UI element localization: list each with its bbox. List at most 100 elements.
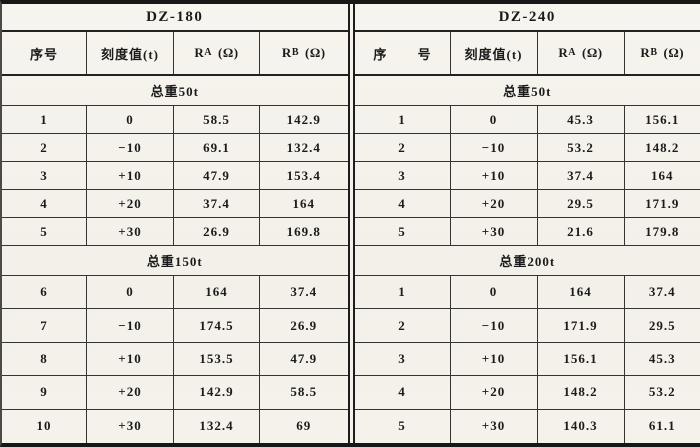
cell-serial: 4	[355, 376, 451, 409]
col-header-ra: R A (Ω)	[538, 32, 625, 74]
cell-serial: 5	[355, 218, 451, 245]
rb-unit: (Ω)	[663, 45, 685, 60]
table-row: 2 −10 53.2 148.2	[354, 134, 700, 162]
table-dz240: DZ-240 序 号 刻度值(t) R A (Ω) R B (Ω) 总重50t 1 0 …	[354, 4, 700, 443]
cell-scale: +30	[451, 409, 538, 443]
cell-ra: 37.4	[174, 190, 260, 217]
cell-rb: 47.9	[290, 350, 318, 366]
cell-rb: 153.4	[286, 167, 321, 183]
cell-scale: +20	[87, 190, 174, 217]
cell-serial: 1	[2, 106, 87, 133]
table-row: 3 +10 47.9 153.4	[2, 162, 348, 190]
cell-rb: 142.9	[286, 111, 321, 127]
cell-scale: 0	[451, 106, 538, 133]
rb-symbol: R	[281, 45, 292, 60]
table-title: DZ-240	[354, 4, 700, 32]
table-row: 10 +30 132.4 69	[2, 409, 348, 443]
cell-rb: 132.4	[286, 139, 321, 155]
table-row: 5 +30 26.9 169.8	[2, 218, 348, 246]
cell-ra: 164	[174, 276, 260, 309]
table-title-label: DZ-240	[498, 8, 556, 25]
col-header-rb: R B (Ω)	[640, 45, 685, 60]
cell-serial: 2	[355, 309, 451, 342]
cell-serial: 3	[355, 162, 451, 189]
table-row: 1 0 58.5 142.9	[2, 106, 348, 134]
table-row: 4 +20 29.5 171.9	[354, 190, 700, 218]
cell-scale: +10	[451, 342, 538, 376]
cell-rb: 164	[651, 167, 674, 183]
cell-ra: 45.3	[538, 106, 625, 133]
col-header-scale: 刻度值(t)	[87, 32, 174, 74]
cell-ra: 140.3	[538, 409, 625, 443]
cell-scale: 0	[87, 276, 174, 309]
cell-scale: −10	[451, 309, 538, 342]
cell-rb: 26.9	[290, 317, 318, 333]
cell-scale: +10	[451, 162, 538, 189]
cell-scale: −10	[87, 309, 174, 342]
cell-ra: 47.9	[174, 162, 260, 189]
cell-ra: 153.5	[174, 342, 260, 376]
cell-scale: +20	[451, 190, 538, 217]
group-header: 总重200t	[354, 246, 700, 276]
cell-rb: 148.2	[645, 139, 680, 155]
col-header-serial: 序号	[2, 32, 87, 74]
cell-serial: 5	[2, 218, 87, 245]
cell-scale: +10	[87, 162, 174, 189]
cell-rb: 69	[296, 418, 312, 434]
ra-unit: (Ω)	[582, 45, 603, 60]
cell-ra: 53.2	[538, 134, 625, 161]
cell-serial: 5	[355, 409, 451, 443]
group-header: 总重50t	[2, 76, 348, 106]
cell-rb: 156.1	[645, 111, 680, 127]
col-header-serial: 序 号	[355, 32, 451, 74]
table-title: DZ-180	[2, 4, 348, 32]
table-row: 1 0 164 37.4	[354, 276, 700, 310]
cell-rb: 179.8	[645, 223, 680, 239]
cell-serial: 8	[2, 342, 87, 376]
cell-serial: 6	[2, 276, 87, 309]
cell-rb: 37.4	[290, 284, 318, 300]
cell-rb: 29.5	[648, 317, 676, 333]
cell-scale: +30	[87, 409, 174, 443]
center-double-rule	[347, 4, 355, 443]
cell-rb: 53.2	[648, 384, 676, 400]
cell-scale: +10	[87, 342, 174, 376]
table-row: 3 +10 37.4 164	[354, 162, 700, 190]
cell-serial: 1	[355, 276, 451, 309]
cell-serial: 2	[2, 134, 87, 161]
cell-scale: +20	[451, 376, 538, 409]
cell-scale: −10	[87, 134, 174, 161]
cell-scale: +30	[451, 218, 538, 245]
cell-serial: 10	[2, 409, 87, 443]
col-header-rb: R B (Ω)	[281, 45, 326, 60]
cell-scale: +30	[87, 218, 174, 245]
table-row: 7 −10 174.5 26.9	[2, 309, 348, 343]
cell-rb: 58.5	[290, 384, 318, 400]
cell-rb: 169.8	[286, 223, 321, 239]
table-row: 2 −10 69.1 132.4	[2, 134, 348, 162]
cell-ra: 156.1	[538, 342, 625, 376]
cell-scale: +20	[87, 376, 174, 409]
cell-ra: 58.5	[174, 106, 260, 133]
ra-unit: (Ω)	[218, 45, 239, 60]
cell-serial: 4	[355, 190, 451, 217]
cell-rb: 61.1	[648, 418, 676, 434]
group-header: 总重150t	[2, 246, 348, 276]
cell-ra: 174.5	[174, 309, 260, 342]
cell-rb: 45.3	[648, 350, 676, 366]
table-row: 5 +30 21.6 179.8	[354, 218, 700, 246]
cell-ra: 37.4	[538, 162, 625, 189]
cell-rb: 37.4	[648, 284, 676, 300]
cell-serial: 2	[355, 134, 451, 161]
ra-symbol: R	[558, 45, 569, 60]
rb-symbol: R	[640, 45, 651, 60]
cell-serial: 7	[2, 309, 87, 342]
ra-symbol: R	[194, 45, 205, 60]
table-dz180: DZ-180 序号 刻度值(t) R A (Ω) R B (Ω) 总重50t 1 0 5…	[2, 4, 348, 443]
cell-scale: 0	[87, 106, 174, 133]
cell-scale: 0	[451, 276, 538, 309]
table-title-label: DZ-180	[146, 8, 204, 25]
cell-ra: 26.9	[174, 218, 260, 245]
group-header: 总重50t	[354, 76, 700, 106]
